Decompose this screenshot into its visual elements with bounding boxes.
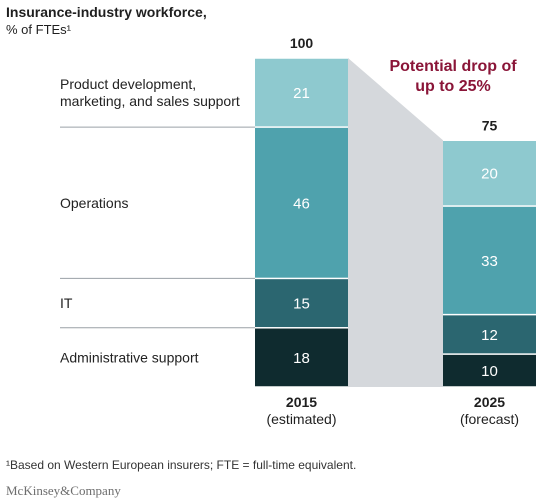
category-label: marketing, and sales support [60,93,240,109]
bar-segment [443,206,536,314]
x-tick-label: 2015 [286,394,317,410]
bar-segment [443,315,536,354]
drop-connector [348,58,443,387]
x-tick-sublabel: (estimated) [266,411,336,427]
x-tick-label: 2025 [474,394,505,410]
x-tick-sublabel: (forecast) [460,411,519,427]
data-label: 46 [293,195,310,212]
bar-segment [255,279,348,328]
chart-subtitle: % of FTEs¹ [6,22,72,37]
category-label: Operations [60,195,128,211]
bar-total-label: 100 [290,35,314,51]
data-label: 18 [293,350,310,367]
bar-segment [255,127,348,278]
annotation-line-1: Potential drop of [389,58,517,75]
category-label: Product development, [60,76,196,92]
data-label: 10 [481,363,498,380]
category-label: Administrative support [60,349,199,365]
bar-segment [443,141,536,206]
bar-segment [443,354,536,387]
data-label: 21 [293,85,310,102]
bar-total-label: 75 [482,117,498,133]
chart-title: Insurance-industry workforce, [6,4,207,20]
footnote: ¹Based on Western European insurers; FTE… [6,458,356,472]
data-label: 15 [293,296,310,313]
annotation-line-2: up to 25% [415,78,491,95]
bar-segment [255,328,348,387]
data-label: 20 [481,166,498,183]
bar-segment [255,58,348,127]
category-label: IT [60,295,73,311]
brand-logo: McKinsey&Company [6,483,121,498]
data-label: 12 [481,327,498,344]
data-label: 33 [481,253,498,270]
